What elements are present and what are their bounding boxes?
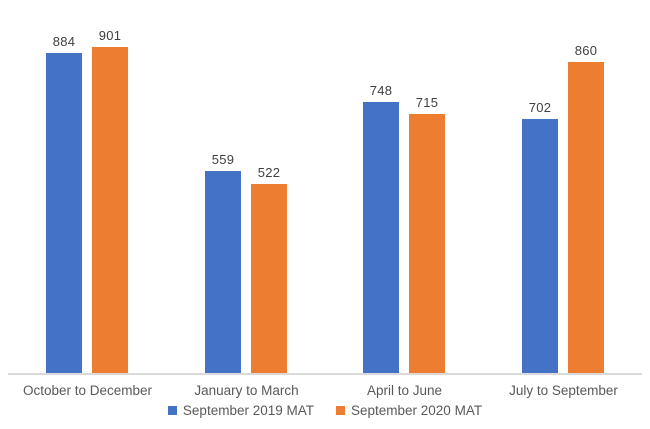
bar-september-2020-mat (92, 47, 128, 374)
legend-marker-square-icon (167, 406, 177, 415)
bar-september-2019-mat (46, 53, 82, 374)
x-axis-label: July to September (509, 383, 618, 398)
bar-september-2020-mat (409, 114, 445, 374)
bar-september-2020-mat (251, 184, 287, 374)
bar-value-label: 522 (257, 165, 281, 180)
bar-september-2020-mat (568, 62, 604, 374)
bar-september-2019-mat (522, 119, 558, 374)
bar-value-label: 559 (211, 152, 235, 167)
x-axis-label: October to December (22, 383, 153, 398)
legend-marker-square-icon (336, 406, 345, 415)
legend-item-september-2019-mat: September 2019 MAT (167, 403, 314, 418)
legend: September 2019 MAT September 2020 MAT (0, 403, 650, 418)
bar-september-2019-mat (363, 102, 399, 374)
bar-value-label: 715 (415, 95, 439, 110)
x-axis-label: April to June (366, 383, 443, 398)
bar-value-label: 884 (52, 34, 76, 49)
legend-item-september-2020-mat: September 2020 MAT (336, 403, 482, 418)
bar-value-label: 860 (574, 43, 598, 58)
bar-september-2019-mat (205, 171, 241, 374)
legend-label: September 2019 MAT (182, 403, 314, 418)
bar-value-label: 702 (528, 100, 552, 115)
x-axis-label: January to March (194, 383, 299, 398)
x-axis-line (8, 373, 642, 375)
legend-label: September 2020 MAT (351, 403, 483, 418)
bar-value-label: 901 (98, 28, 122, 43)
bar-value-label: 748 (369, 83, 393, 98)
